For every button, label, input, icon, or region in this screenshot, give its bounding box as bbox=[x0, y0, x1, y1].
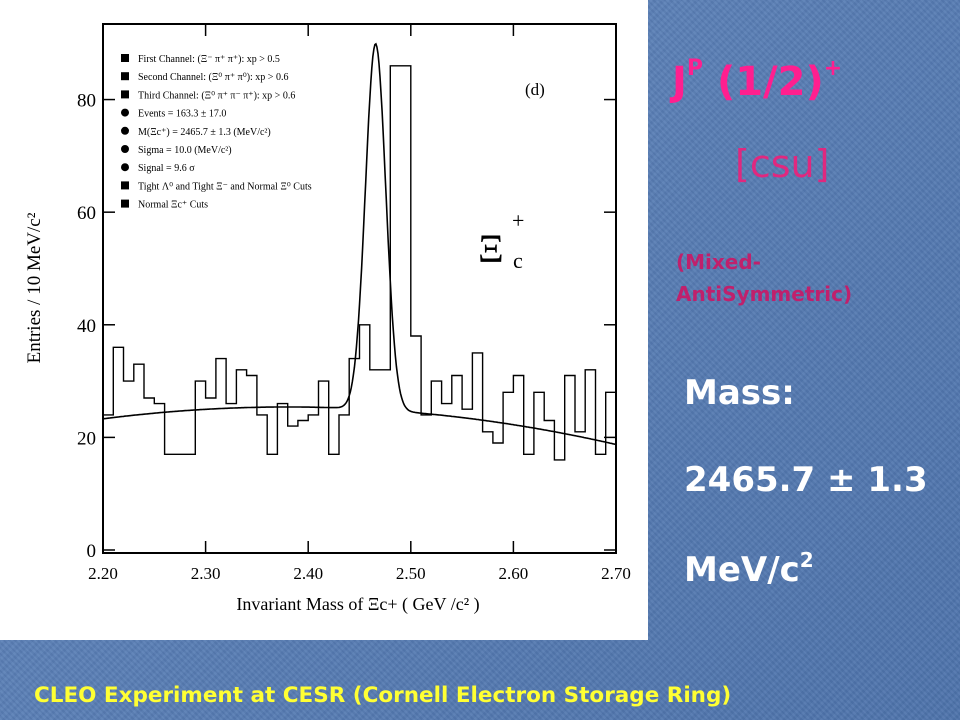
quark-content: [csu] bbox=[735, 142, 830, 186]
legend-marker bbox=[121, 163, 129, 172]
y-tick-label: 0 bbox=[87, 541, 97, 562]
y-tick-label: 80 bbox=[77, 91, 96, 112]
y-tick-label: 20 bbox=[77, 428, 96, 449]
legend-entry: Events = 163.3 ± 17.0 bbox=[138, 109, 226, 120]
spin-parity-heading: JP (1/2)+ bbox=[672, 56, 843, 105]
particle-label: Ξ + c bbox=[478, 208, 524, 273]
x-tick-label: 2.70 bbox=[601, 564, 631, 583]
footer-bar bbox=[0, 640, 960, 720]
legend-marker bbox=[121, 199, 129, 208]
plot-frame bbox=[102, 23, 617, 554]
legend-marker bbox=[121, 72, 129, 81]
plot-figure: 2.20 2.30 2.40 2.50 2.60 2.70 0 20 40 60 80 First … bbox=[24, 23, 631, 615]
legend-entry: Third Channel: (Ξ⁰ π⁺ π⁻ π⁺): xp > 0.6 bbox=[138, 90, 295, 101]
legend-marker bbox=[121, 181, 129, 190]
legend-entry: First Channel: (Ξ⁻ π⁺ π⁺): xp > 0.5 bbox=[138, 54, 280, 65]
x-tick-label: 2.40 bbox=[293, 564, 323, 583]
mass-value: 2465.7 ± 1.3 bbox=[684, 460, 928, 500]
mass-unit: MeV/c2 bbox=[684, 548, 814, 590]
x-tick-label: 2.30 bbox=[191, 564, 221, 583]
x-axis-label: Invariant Mass of Ξc+ ( GeV /c² ) bbox=[236, 594, 479, 615]
y-tick-label: 40 bbox=[77, 316, 96, 337]
x-tick-label: 2.50 bbox=[396, 564, 426, 583]
mass-label: Mass: bbox=[684, 373, 795, 413]
footer-text: CLEO Experiment at CESR (Cornell Electro… bbox=[34, 683, 732, 708]
particle-symbol: Ξ bbox=[478, 226, 504, 271]
legend-marker bbox=[121, 54, 129, 62]
legend-entry: Second Channel: (Ξ⁰ π⁺ π⁰): xp > 0.6 bbox=[138, 72, 288, 83]
y-tick-label: 60 bbox=[77, 203, 96, 224]
legend-marker bbox=[121, 108, 129, 117]
particle-subscript: c bbox=[513, 248, 523, 273]
legend-entry: Normal Ξc⁺ Cuts bbox=[138, 200, 208, 211]
legend-marker bbox=[121, 145, 129, 153]
panel-label: (d) bbox=[525, 80, 545, 99]
y-axis-label: Entries / 10 MeV/c² bbox=[24, 212, 45, 363]
fit-curve bbox=[102, 42, 617, 446]
particle-charge: + bbox=[512, 208, 524, 233]
legend-marker bbox=[121, 126, 129, 135]
x-tick-label: 2.60 bbox=[499, 564, 529, 583]
x-tick-label: 2.20 bbox=[88, 564, 118, 583]
mass-histogram-chart: 2.20 2.30 2.40 2.50 2.60 2.70 0 20 40 60 80 First … bbox=[24, 23, 631, 615]
legend-entry: M(Ξc⁺) = 2465.7 ± 1.3 (MeV/c²) bbox=[138, 127, 271, 138]
legend-entry: Signal = 9.6 σ bbox=[138, 163, 195, 174]
legend-entry: Tight Λ⁰ and Tight Ξ⁻ and Normal Ξ⁰ Cuts bbox=[138, 181, 312, 192]
histogram-steps bbox=[103, 65, 616, 461]
legend-entry: Sigma = 10.0 (MeV/c²) bbox=[138, 145, 232, 156]
legend-marker bbox=[121, 90, 129, 99]
symmetry-label: (Mixed- AntiSymmetric) bbox=[676, 250, 853, 306]
